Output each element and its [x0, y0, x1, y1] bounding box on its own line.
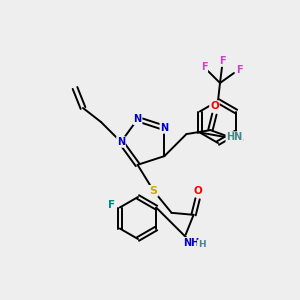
Text: O: O: [210, 101, 219, 111]
Text: NH: NH: [184, 238, 200, 248]
Text: H: H: [198, 240, 206, 249]
Text: N: N: [160, 123, 169, 133]
Text: F: F: [201, 62, 207, 72]
Text: F: F: [108, 200, 116, 211]
Text: S: S: [150, 186, 158, 196]
Text: N: N: [134, 114, 142, 124]
Text: O: O: [193, 186, 202, 196]
Text: F: F: [236, 65, 242, 75]
Text: F: F: [219, 56, 225, 66]
Text: N: N: [117, 137, 125, 147]
Text: HN: HN: [226, 132, 242, 142]
